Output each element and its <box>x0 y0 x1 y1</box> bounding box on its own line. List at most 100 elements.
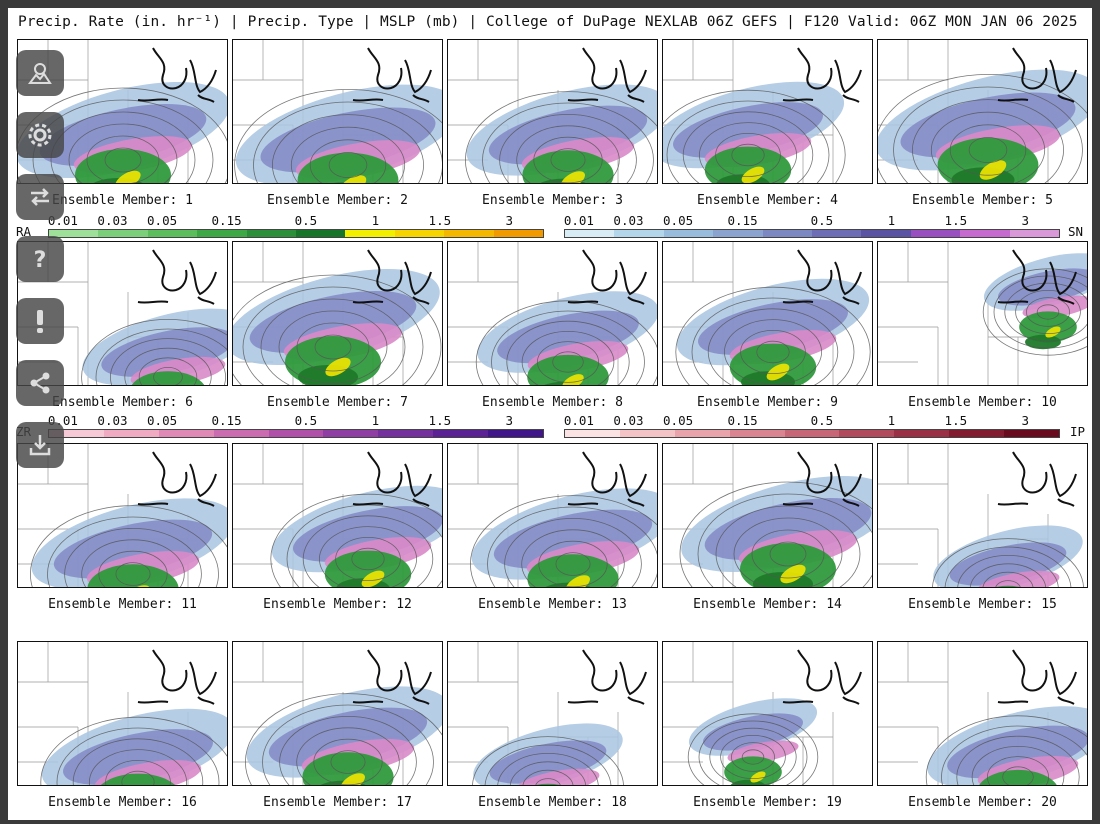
ensemble-panel[interactable] <box>877 443 1088 588</box>
colorbar-freezing_rain <box>48 429 544 438</box>
member-label: Ensemble Member: 17 <box>263 795 412 810</box>
alert-icon <box>37 310 43 333</box>
colorbar-segment <box>268 430 324 437</box>
colorbar-tick-label: 3 <box>505 213 514 228</box>
help-button[interactable]: ? <box>16 236 64 282</box>
map-layer-button[interactable] <box>16 50 64 96</box>
member-label: Ensemble Member: 20 <box>908 795 1057 810</box>
colorbar-segment <box>296 230 346 237</box>
colorbar-tick-label: 0.15 <box>727 413 758 428</box>
swap-arrows-icon <box>31 188 49 206</box>
colorbar-segment <box>1009 230 1060 237</box>
ensemble-panel[interactable] <box>232 641 443 786</box>
ensemble-panel[interactable] <box>877 241 1088 386</box>
colorbar-segment <box>378 430 434 437</box>
colorbar-segment <box>762 230 813 237</box>
ensemble-panel[interactable] <box>17 641 228 786</box>
ensemble-panel[interactable] <box>447 39 658 184</box>
colorbar-segment <box>98 230 148 237</box>
colorbar-tick-label: 1 <box>371 413 380 428</box>
colorbar-segment <box>488 430 544 437</box>
colorbar-tick-label: 0.5 <box>294 213 318 228</box>
colorbar-segment <box>158 430 214 437</box>
colorbar-segment <box>894 430 950 437</box>
member-label: Ensemble Member: 7 <box>267 395 408 410</box>
colorbar-segment <box>213 430 269 437</box>
colorbar-segment <box>444 230 494 237</box>
colorbar-tick-label: 0.15 <box>727 213 758 228</box>
colorbar-segment <box>1004 430 1060 437</box>
colorbar-tick-label: 0.03 <box>613 213 644 228</box>
ensemble-panel[interactable] <box>447 241 658 386</box>
member-label: Ensemble Member: 9 <box>697 395 838 410</box>
colorbar-tick-label: 0.01 <box>563 413 594 428</box>
colorbar-tick-label: 0.05 <box>663 413 694 428</box>
colorbar-segment <box>910 230 961 237</box>
member-label: Ensemble Member: 2 <box>267 193 408 208</box>
ensemble-panel[interactable] <box>662 443 873 588</box>
colorbar-segment <box>493 230 544 237</box>
ensemble-panel[interactable] <box>232 443 443 588</box>
colorbar-segment <box>663 230 714 237</box>
ensemble-panel[interactable] <box>877 39 1088 184</box>
member-label: Ensemble Member: 3 <box>482 193 623 208</box>
colorbar-tick-label: 1.5 <box>944 413 968 428</box>
map-layer-icon <box>28 63 52 84</box>
colorbar-segment <box>949 430 1005 437</box>
colorbar-tick-label: 0.05 <box>663 213 694 228</box>
ensemble-panel[interactable] <box>662 241 873 386</box>
colorbar-segment <box>49 230 99 237</box>
help-icon: ? <box>34 248 47 273</box>
colorbar-tick-label: 0.15 <box>211 413 242 428</box>
colorbar-tick-label: 1.5 <box>944 213 968 228</box>
colorbar-segment <box>345 230 395 237</box>
ensemble-panel[interactable] <box>447 443 658 588</box>
member-label: Ensemble Member: 19 <box>693 795 842 810</box>
colorbar-tick-label: 0.03 <box>97 213 128 228</box>
swap-button[interactable] <box>16 174 64 220</box>
colorbar-segment <box>614 230 664 237</box>
colorbar-tick-label: 0.01 <box>563 213 594 228</box>
colorbar-name: IP <box>1070 424 1086 439</box>
colorbar-segment <box>433 430 489 437</box>
colorbar-tick-label: 0.05 <box>147 413 178 428</box>
colorbar-segment <box>960 230 1010 237</box>
colorbar-tick-label: 3 <box>1021 413 1030 428</box>
colorbar-tick-label: 1 <box>887 413 896 428</box>
download-button[interactable] <box>16 422 64 468</box>
ensemble-panel[interactable] <box>662 39 873 184</box>
colorbar-segment <box>197 230 247 237</box>
colorbar-segment <box>565 430 620 437</box>
colorbar-snow <box>564 229 1060 238</box>
ensemble-panel[interactable] <box>877 641 1088 786</box>
colorbar-tick-label: 1.5 <box>428 413 452 428</box>
alert-button[interactable] <box>16 298 64 344</box>
settings-button[interactable] <box>16 112 64 158</box>
colorbar-segment <box>103 430 159 437</box>
ensemble-panel[interactable] <box>232 241 443 386</box>
colorbar-tick-label: 0.5 <box>294 413 318 428</box>
member-label: Ensemble Member: 12 <box>263 597 412 612</box>
colorbar-segment <box>49 430 104 437</box>
colorbar-tick-label: 3 <box>505 413 514 428</box>
map-frame: Precip. Rate (in. hr⁻¹) | Precip. Type |… <box>8 8 1092 820</box>
share-button[interactable] <box>16 360 64 406</box>
download-icon <box>29 435 51 456</box>
member-label: Ensemble Member: 10 <box>908 395 1057 410</box>
ensemble-panel[interactable] <box>17 39 228 184</box>
colorbar-tick-label: 1 <box>887 213 896 228</box>
svg-text:?: ? <box>34 248 47 273</box>
ensemble-panel[interactable] <box>447 641 658 786</box>
colorbar-tick-label: 0.03 <box>613 413 644 428</box>
colorbar-segment <box>394 230 445 237</box>
colorbar-tick-label: 0.05 <box>147 213 178 228</box>
colorbar-name: RA <box>16 224 32 239</box>
colorbar-segment <box>323 430 379 437</box>
member-label: Ensemble Member: 4 <box>697 193 838 208</box>
ensemble-panel[interactable] <box>662 641 873 786</box>
page-title: Precip. Rate (in. hr⁻¹) | Precip. Type |… <box>18 14 1078 30</box>
member-label: Ensemble Member: 1 <box>52 193 193 208</box>
member-label: Ensemble Member: 8 <box>482 395 623 410</box>
ensemble-panel[interactable] <box>232 39 443 184</box>
colorbar-tick-label: 0.5 <box>810 213 834 228</box>
